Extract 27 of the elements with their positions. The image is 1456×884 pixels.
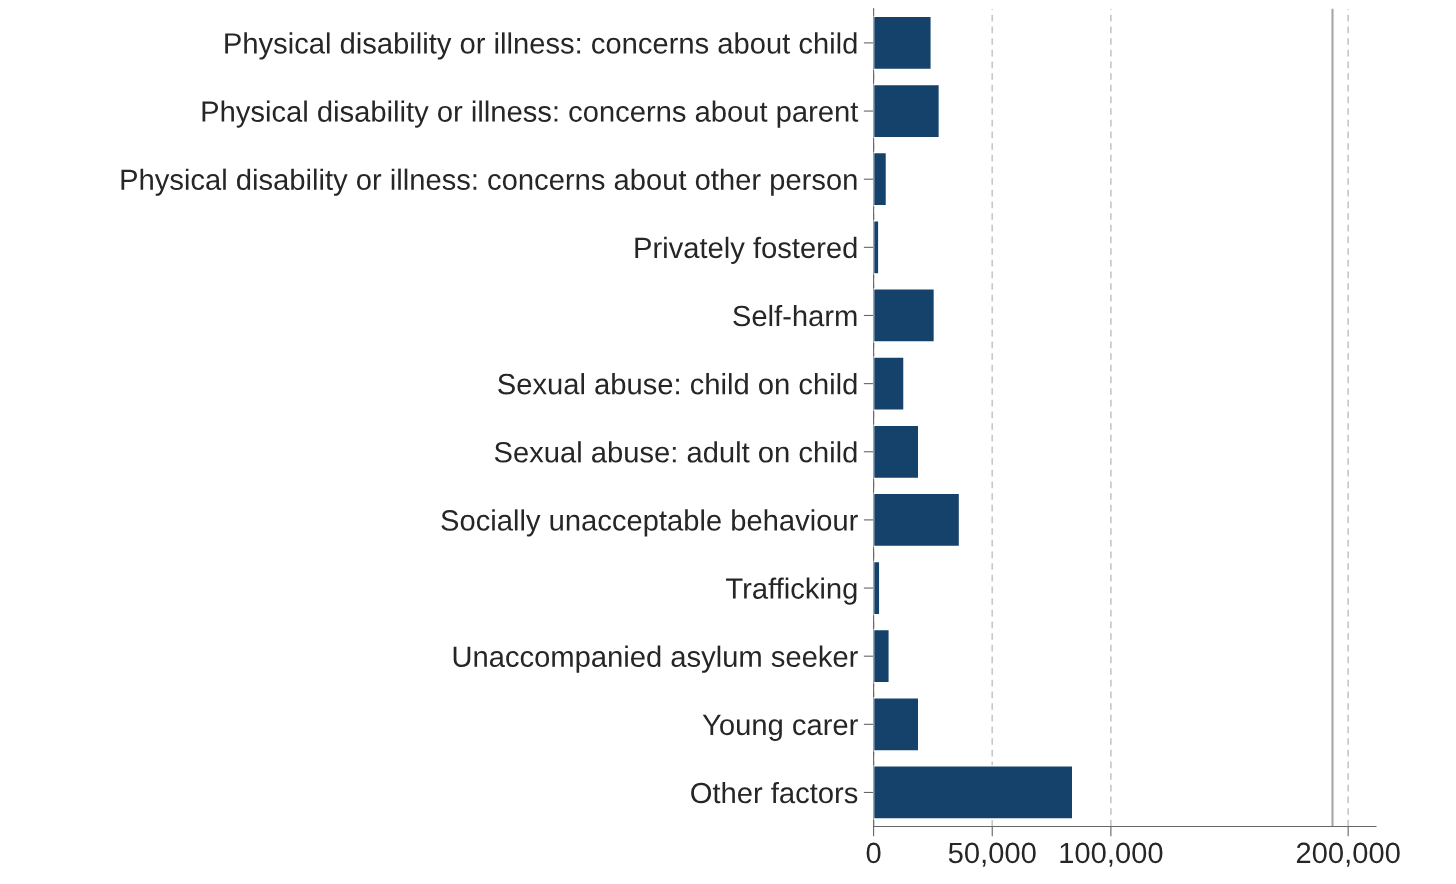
bar: [873, 83, 941, 139]
y-tick-label: Privately fostered: [635, 236, 857, 264]
bar: [873, 220, 880, 275]
bar: [873, 15, 932, 71]
x-tick-label: 0: [866, 842, 881, 864]
bar: [873, 765, 1074, 820]
y-tick-label: Physical disability or illness: concerns about child: [225, 32, 857, 60]
bar: [873, 356, 905, 411]
x-tick-label: 200,000: [1296, 842, 1400, 867]
x-tick-label: 50,000: [948, 842, 1036, 867]
bar: [873, 151, 888, 207]
y-tick-label: Socially unacceptable behaviour: [441, 509, 858, 537]
bar: [873, 492, 961, 548]
bar: [873, 424, 920, 480]
y-tick-label: Self-harm: [733, 304, 857, 327]
y-tick-label: Physical disability or illness: concerns about parent: [202, 100, 859, 128]
bar: [873, 628, 890, 684]
y-tick-label: Physical disability or illness: concerns about other person: [121, 168, 857, 196]
y-tick-label: Other factors: [691, 781, 858, 804]
y-tick-label: Sexual abuse: child on child: [498, 373, 857, 395]
y-tick-label: Young carer: [702, 714, 858, 741]
bar: [873, 288, 936, 343]
x-tick-label: 100,000: [1060, 842, 1163, 867]
y-tick-label: Sexual abuse: adult on child: [494, 441, 857, 463]
bar: [873, 697, 920, 752]
y-tick-label: Trafficking: [726, 577, 857, 605]
y-tick-label: Unaccompanied asylum seeker: [453, 645, 858, 673]
